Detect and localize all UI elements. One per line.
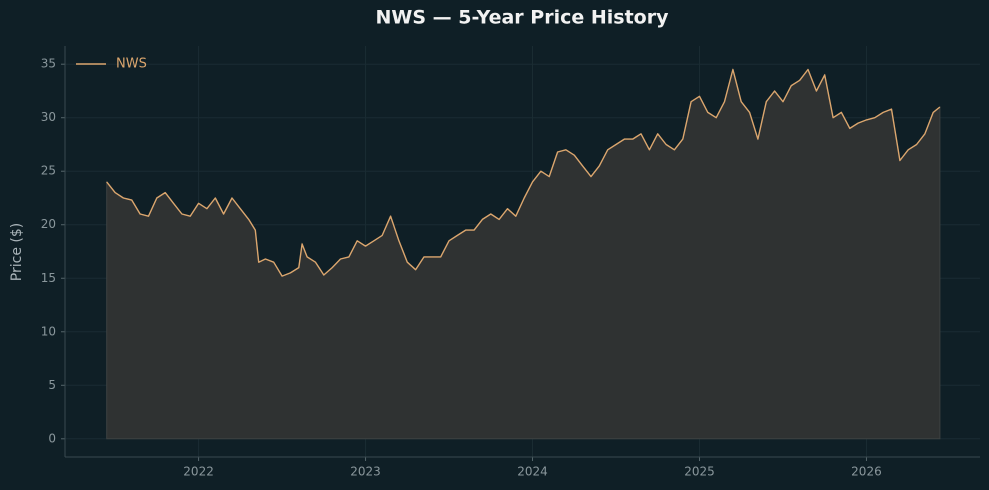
- y-tick-label: 10: [41, 324, 56, 338]
- chart-title: NWS — 5-Year Price History: [376, 7, 670, 29]
- y-tick-label: 20: [41, 217, 56, 231]
- y-tick-label: 35: [41, 57, 56, 71]
- x-tick-label: 2025: [684, 465, 715, 479]
- x-tick-label: 2026: [851, 465, 882, 479]
- y-tick-label: 0: [48, 431, 56, 445]
- x-tick-label: 2022: [183, 465, 214, 479]
- x-tick-label: 2023: [350, 465, 381, 479]
- y-tick-label: 30: [41, 110, 56, 124]
- y-tick-label: 5: [48, 378, 56, 392]
- y-tick-label: 25: [41, 164, 56, 178]
- y-axis-label: Price ($): [9, 223, 25, 281]
- x-tick-label: 2024: [517, 465, 548, 479]
- legend-label: NWS: [116, 57, 147, 72]
- y-tick-label: 15: [41, 271, 56, 285]
- line: [106, 68, 941, 277]
